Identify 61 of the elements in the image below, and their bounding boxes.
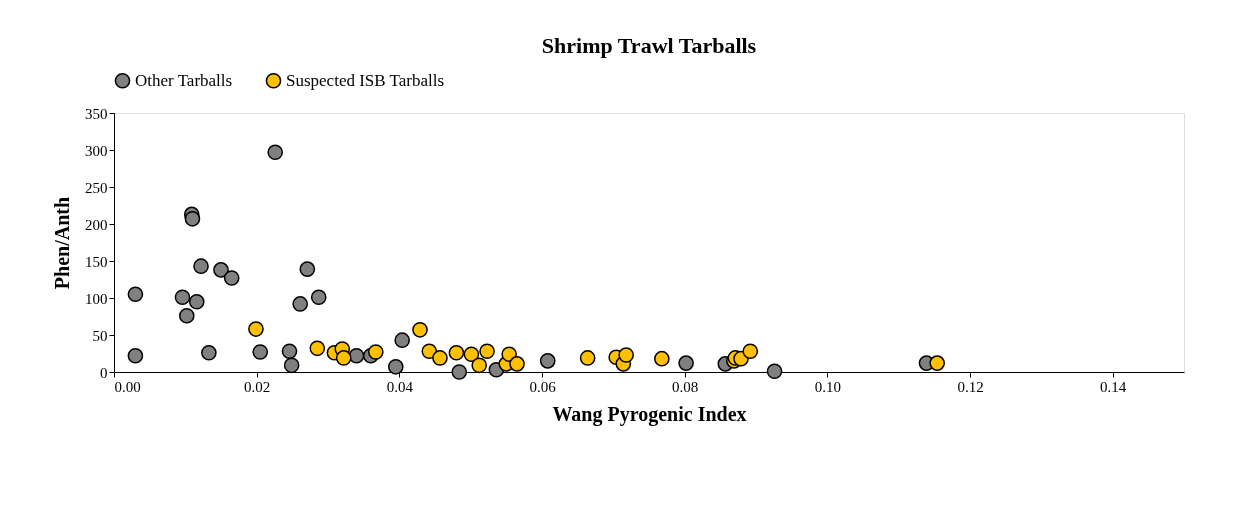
point <box>213 262 229 278</box>
point <box>929 355 946 371</box>
x-axis-title: Wang Pyrogenic Index <box>552 402 747 426</box>
point <box>463 346 480 363</box>
x-tick-label: 0.10 <box>814 378 841 395</box>
y-tick-label: 300 <box>85 142 108 159</box>
point <box>178 307 195 324</box>
x-tick-label: 0.00 <box>114 378 141 395</box>
point <box>479 343 495 360</box>
point <box>678 355 694 371</box>
point <box>335 350 352 366</box>
point <box>127 286 144 303</box>
point <box>127 347 144 364</box>
y-tick-label: 150 <box>85 253 108 270</box>
legend-label: Suspected ISB Tarballs <box>286 70 445 90</box>
x-tick-label: 0.04 <box>386 378 414 395</box>
chart-title: Shrimp Trawl Tarballs <box>541 33 757 58</box>
point <box>283 357 300 374</box>
point <box>188 293 205 310</box>
x-tick-label: 0.06 <box>529 378 557 395</box>
point <box>367 344 384 360</box>
point <box>618 347 634 363</box>
point <box>432 350 448 366</box>
point <box>252 344 269 360</box>
point <box>281 343 298 360</box>
legend-label: Other Tarballs <box>135 70 233 90</box>
y-axis-title: Phen/Anth <box>51 196 73 290</box>
point <box>184 211 201 227</box>
point <box>292 296 308 312</box>
point <box>509 356 525 372</box>
point <box>193 258 209 274</box>
y-tick-label: 350 <box>85 105 108 122</box>
point <box>742 343 759 360</box>
point <box>412 322 428 338</box>
point <box>309 340 326 357</box>
x-tick-label: 0.12 <box>957 378 984 395</box>
y-tick-label: 200 <box>85 216 108 233</box>
point <box>248 321 264 337</box>
point <box>451 364 468 380</box>
point <box>267 144 284 161</box>
point <box>387 359 404 375</box>
point <box>539 353 556 369</box>
point <box>579 350 596 366</box>
point <box>654 350 670 367</box>
y-tick-label: 50 <box>92 327 108 344</box>
point <box>348 347 365 364</box>
x-tick-label: 0.08 <box>672 378 699 395</box>
y-tick-label: 0 <box>100 364 108 381</box>
point <box>201 344 217 361</box>
point <box>394 332 411 348</box>
point <box>471 357 488 374</box>
y-tick-label: 250 <box>85 179 108 196</box>
x-tick-label: 0.14 <box>1100 378 1127 395</box>
point <box>174 289 191 306</box>
point <box>223 270 240 286</box>
x-tick-label: 0.02 <box>244 378 271 395</box>
point <box>766 363 783 380</box>
y-tick-label: 100 <box>85 290 108 307</box>
point <box>448 344 465 361</box>
point <box>299 261 316 277</box>
point <box>310 289 327 306</box>
